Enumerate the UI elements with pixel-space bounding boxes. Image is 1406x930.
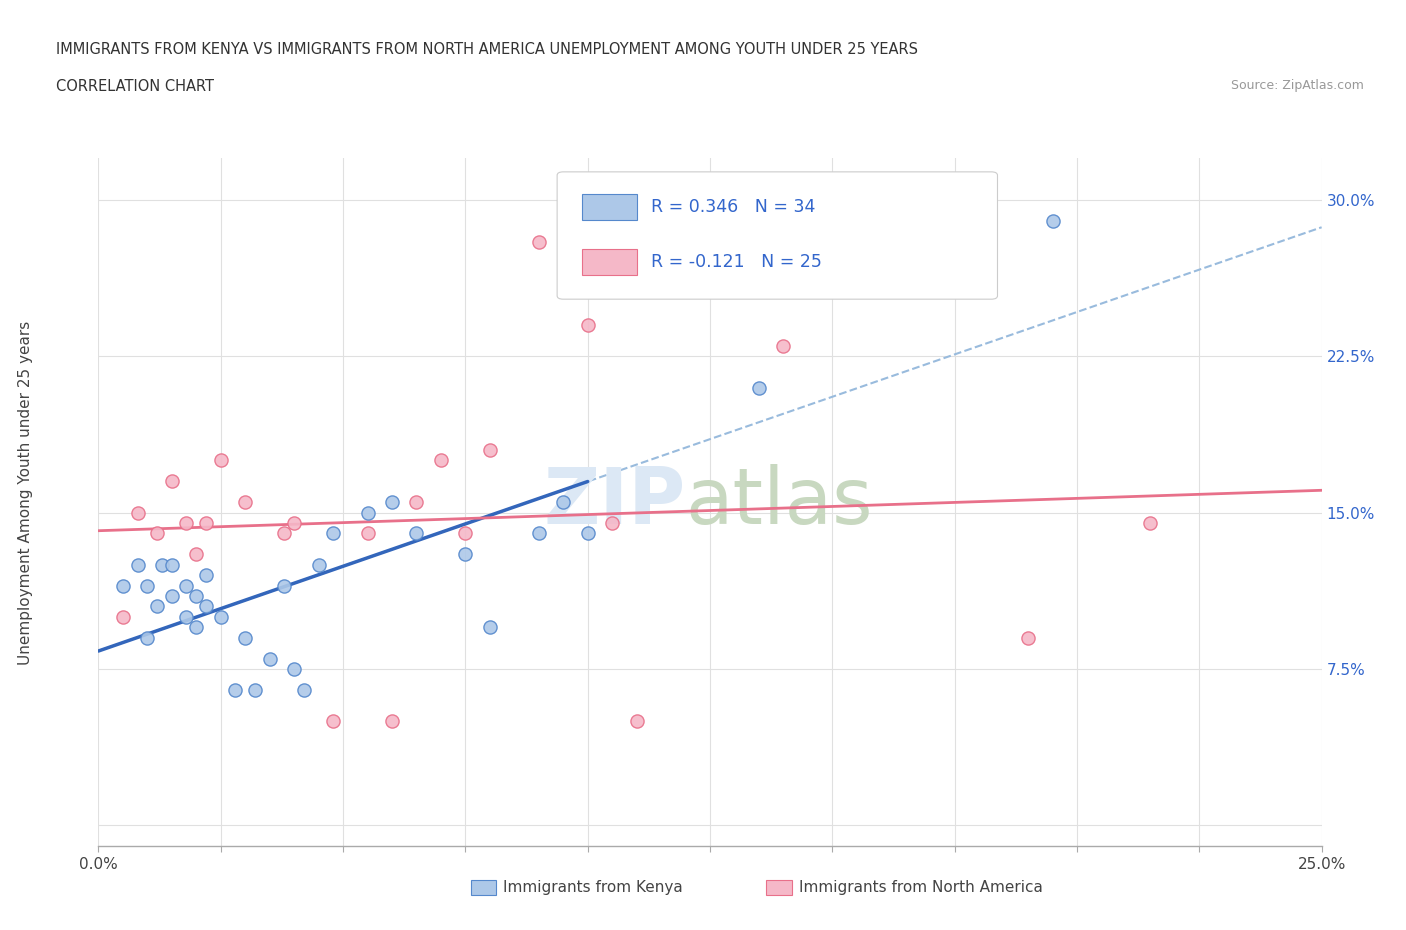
Bar	[582, 249, 637, 275]
Point	[224, 683, 246, 698]
Point	[127, 557, 149, 572]
Point	[136, 631, 159, 645]
Point	[160, 557, 183, 572]
Point	[176, 609, 198, 624]
Point	[772, 339, 794, 353]
Point	[748, 380, 770, 395]
Text: Immigrants from North America: Immigrants from North America	[799, 880, 1042, 895]
Point	[146, 526, 169, 541]
Text: Immigrants from Kenya: Immigrants from Kenya	[503, 880, 683, 895]
Point	[176, 515, 198, 530]
Point	[576, 317, 599, 332]
Point	[136, 578, 159, 593]
Point	[527, 526, 550, 541]
Point	[626, 713, 648, 728]
Point	[454, 526, 477, 541]
Text: Unemployment Among Youth under 25 years: Unemployment Among Youth under 25 years	[18, 321, 32, 665]
Point	[381, 495, 404, 510]
Point	[209, 609, 232, 624]
Point	[209, 453, 232, 468]
Text: R = -0.121   N = 25: R = -0.121 N = 25	[651, 253, 823, 271]
Point	[195, 599, 218, 614]
FancyBboxPatch shape	[557, 172, 997, 299]
Point	[576, 526, 599, 541]
Point	[600, 515, 623, 530]
Point	[127, 505, 149, 520]
Point	[283, 661, 305, 676]
Text: CORRELATION CHART: CORRELATION CHART	[56, 79, 214, 94]
Point	[150, 557, 173, 572]
Point	[405, 526, 427, 541]
Point	[527, 234, 550, 249]
Point	[405, 495, 427, 510]
Point	[186, 620, 208, 635]
Point	[233, 631, 256, 645]
Point	[322, 526, 344, 541]
Text: Source: ZipAtlas.com: Source: ZipAtlas.com	[1230, 79, 1364, 92]
Point	[308, 557, 330, 572]
Point	[146, 599, 169, 614]
Point	[273, 578, 295, 593]
Point	[1042, 213, 1064, 228]
Point	[186, 589, 208, 604]
Point	[553, 495, 575, 510]
Text: atlas: atlas	[686, 464, 873, 540]
Point	[292, 683, 315, 698]
Point	[283, 515, 305, 530]
Point	[322, 713, 344, 728]
Point	[186, 547, 208, 562]
Point	[356, 505, 378, 520]
Point	[478, 443, 501, 458]
Point	[454, 547, 477, 562]
Point	[478, 620, 501, 635]
Point	[381, 713, 404, 728]
Point	[233, 495, 256, 510]
Point	[195, 515, 218, 530]
Text: IMMIGRANTS FROM KENYA VS IMMIGRANTS FROM NORTH AMERICA UNEMPLOYMENT AMONG YOUTH : IMMIGRANTS FROM KENYA VS IMMIGRANTS FROM…	[56, 42, 918, 57]
Point	[111, 578, 134, 593]
Bar	[582, 193, 637, 220]
Point	[243, 683, 266, 698]
Point	[160, 589, 183, 604]
Point	[160, 474, 183, 489]
Text: R = 0.346   N = 34: R = 0.346 N = 34	[651, 198, 815, 216]
Point	[111, 609, 134, 624]
Point	[1017, 631, 1039, 645]
Point	[356, 526, 378, 541]
Point	[195, 567, 218, 582]
Point	[259, 651, 281, 666]
Point	[176, 578, 198, 593]
Text: ZIP: ZIP	[543, 464, 686, 540]
Point	[1139, 515, 1161, 530]
Point	[430, 453, 453, 468]
Point	[273, 526, 295, 541]
